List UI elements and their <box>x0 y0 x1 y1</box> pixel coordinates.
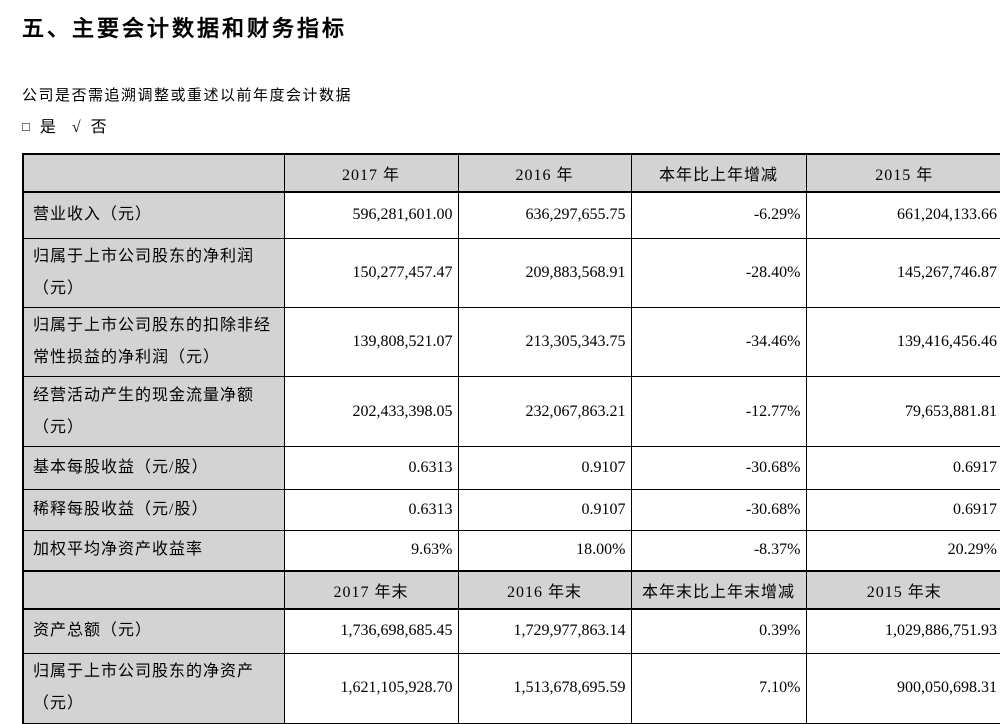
header-change-yearend: 本年末比上年末增减 <box>630 569 807 610</box>
table-row-revenue: 营业收入（元） 596,281,601.00 636,297,655.75 -6… <box>22 191 1000 240</box>
value-2017: 1,736,698,685.45 <box>283 608 459 655</box>
header-blank <box>22 569 285 610</box>
no-label: 否 <box>90 119 108 137</box>
value-2015: 0.6917 <box>805 489 1000 532</box>
value-2015: 900,050,698.31 <box>805 653 1000 724</box>
table-row-weighted-avg-roe: 加权平均净资产收益率 9.63% 18.00% -8.37% 20.29% <box>22 530 1000 572</box>
value-2015: 0.6917 <box>805 446 1000 491</box>
value-change: -6.29% <box>630 191 807 240</box>
value-2016: 18.00% <box>457 530 632 572</box>
header-2016: 2016 年 <box>457 152 632 193</box>
value-2017: 9.63% <box>283 530 459 572</box>
value-2017: 1,621,105,928.70 <box>283 653 459 724</box>
value-2016: 213,305,343.75 <box>457 307 632 378</box>
value-2016: 0.9107 <box>457 489 632 532</box>
value-change: -30.68% <box>630 489 807 532</box>
value-change: -30.68% <box>630 446 807 491</box>
restatement-answer-line: □ 是 √ 否 <box>22 118 1000 137</box>
value-2015: 145,267,746.87 <box>805 238 1000 309</box>
row-label: 基本每股收益（元/股） <box>22 446 285 491</box>
header-2017: 2017 年 <box>283 152 459 193</box>
row-label: 经营活动产生的现金流量净额（元） <box>22 376 285 448</box>
value-change: -12.77% <box>630 376 807 448</box>
value-2017: 202,433,398.05 <box>283 376 459 448</box>
yes-label: 是 <box>39 119 57 137</box>
value-2015: 139,416,456.46 <box>805 307 1000 378</box>
table-row-operating-cash-flow: 经营活动产生的现金流量净额（元） 202,433,398.05 232,067,… <box>22 376 1000 448</box>
row-label: 归属于上市公司股东的净利润（元） <box>22 238 285 309</box>
header-2015: 2015 年 <box>805 152 1000 193</box>
value-2015: 661,204,133.66 <box>805 191 1000 240</box>
value-2017: 0.6313 <box>283 489 459 532</box>
value-2016: 636,297,655.75 <box>457 191 632 240</box>
header-blank <box>22 152 285 193</box>
section-title: 五、主要会计数据和财务指标 <box>22 16 348 41</box>
row-label: 营业收入（元） <box>22 191 285 240</box>
value-2016: 1,729,977,863.14 <box>457 608 632 655</box>
table-row-diluted-eps: 稀释每股收益（元/股） 0.6313 0.9107 -30.68% 0.6917 <box>22 489 1000 532</box>
value-2016: 0.9107 <box>457 446 632 491</box>
table-row-basic-eps: 基本每股收益（元/股） 0.6313 0.9107 -30.68% 0.6917 <box>22 446 1000 491</box>
value-2017: 596,281,601.00 <box>283 191 459 240</box>
header-2017-yearend: 2017 年末 <box>283 569 459 610</box>
yearend-header-row: 2017 年末 2016 年末 本年末比上年末增减 2015 年末 <box>22 569 1000 610</box>
value-2017: 139,808,521.07 <box>283 307 459 378</box>
key-financials-table: 2017 年 2016 年 本年比上年增减 2015 年 营业收入（元） 596… <box>22 152 1000 724</box>
value-2015: 79,653,881.81 <box>805 376 1000 448</box>
row-label: 归属于上市公司股东的净资产（元） <box>22 653 285 724</box>
value-2016: 1,513,678,695.59 <box>457 653 632 724</box>
row-label: 稀释每股收益（元/股） <box>22 489 285 532</box>
value-change: -8.37% <box>630 530 807 572</box>
restatement-question: 公司是否需追溯调整或重述以前年度会计数据 <box>22 88 353 105</box>
value-change: 0.39% <box>630 608 807 655</box>
value-change: -28.40% <box>630 238 807 309</box>
table-row-net-assets: 归属于上市公司股东的净资产（元） 1,621,105,928.70 1,513,… <box>22 653 1000 724</box>
table-row-net-profit-excl-nonrecurring: 归属于上市公司股东的扣除非经常性损益的净利润（元） 139,808,521.07… <box>22 307 1000 378</box>
value-2017: 0.6313 <box>283 446 459 491</box>
table-row-net-profit: 归属于上市公司股东的净利润（元） 150,277,457.47 209,883,… <box>22 238 1000 309</box>
header-2015-yearend: 2015 年末 <box>805 569 1000 610</box>
value-2016: 209,883,568.91 <box>457 238 632 309</box>
value-2016: 232,067,863.21 <box>457 376 632 448</box>
header-2016-yearend: 2016 年末 <box>457 569 632 610</box>
header-change-yoy: 本年比上年增减 <box>630 152 807 193</box>
value-2015: 1,029,886,751.93 <box>805 608 1000 655</box>
check-mark-no-icon: √ <box>71 119 82 137</box>
annual-header-row: 2017 年 2016 年 本年比上年增减 2015 年 <box>22 152 1000 193</box>
table-row-total-assets: 资产总额（元） 1,736,698,685.45 1,729,977,863.1… <box>22 608 1000 655</box>
value-2017: 150,277,457.47 <box>283 238 459 309</box>
checkbox-yes-unchecked-icon: □ <box>22 119 31 135</box>
row-label: 资产总额（元） <box>22 608 285 655</box>
row-label: 加权平均净资产收益率 <box>22 530 285 572</box>
row-label: 归属于上市公司股东的扣除非经常性损益的净利润（元） <box>22 307 285 378</box>
value-2015: 20.29% <box>805 530 1000 572</box>
value-change: 7.10% <box>630 653 807 724</box>
value-change: -34.46% <box>630 307 807 378</box>
